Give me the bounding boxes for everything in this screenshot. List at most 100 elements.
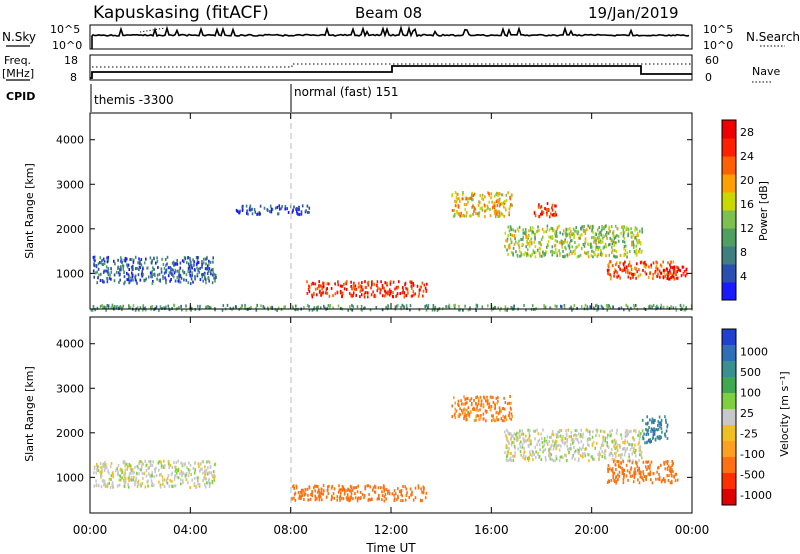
echo-cell: [614, 268, 616, 272]
echo-cell: [110, 461, 113, 465]
echo-cell: [208, 460, 211, 464]
echo-cell: [485, 399, 487, 403]
echo-cell: [671, 266, 674, 270]
echo-cell: [542, 211, 545, 214]
echo-cell: [601, 252, 604, 256]
echo-cell: [497, 399, 499, 403]
echo-cell: [656, 306, 658, 310]
echo-cell: [621, 472, 624, 476]
echo-cell: [364, 487, 366, 491]
echo-cell: [151, 282, 154, 285]
echo-cell: [135, 267, 137, 271]
echo-cell: [648, 438, 650, 442]
echo-cell: [297, 491, 300, 494]
echo-cell: [570, 230, 572, 234]
echo-cell: [681, 265, 684, 269]
echo-cell: [171, 466, 174, 469]
echo-cell: [525, 434, 527, 438]
echo-cell: [134, 278, 137, 282]
echo-cell: [271, 207, 274, 211]
echo-cell: [336, 495, 339, 499]
echo-cell: [554, 251, 556, 255]
echo-cell: [544, 252, 546, 256]
echo-cell: [463, 417, 465, 420]
echo-cell: [241, 205, 244, 209]
echo-cell: [473, 192, 476, 196]
echo-cell: [454, 401, 456, 405]
echo-cell: [108, 471, 110, 475]
echo-cell: [529, 429, 531, 433]
echo-cell: [187, 468, 190, 471]
echo-cell: [110, 478, 112, 481]
echo-cell: [151, 471, 153, 475]
echo-cell: [635, 454, 637, 458]
echo-cell: [676, 270, 678, 274]
echo-cell: [367, 484, 370, 488]
echo-cell: [477, 212, 479, 216]
echo-cell: [503, 407, 506, 411]
echo-cell: [400, 499, 402, 503]
echo-cell: [385, 305, 387, 309]
echo-cell: [350, 489, 352, 493]
echo-cell: [93, 255, 96, 259]
echo-cell: [655, 264, 658, 268]
echo-cell: [615, 479, 618, 483]
echo-cell: [523, 438, 525, 442]
echo-cell: [129, 478, 131, 481]
echo-cell: [193, 471, 196, 475]
echo-cell: [571, 251, 573, 255]
echo-cell: [644, 265, 647, 269]
echo-cell: [551, 249, 553, 253]
echo-cell: [629, 430, 631, 434]
echo-cell: [559, 455, 562, 459]
echo-cell: [119, 474, 122, 478]
echo-cell: [168, 484, 171, 488]
echo-cell: [193, 263, 195, 267]
echo-cell: [638, 238, 640, 242]
echo-cell: [104, 460, 106, 464]
echo-cell: [388, 288, 391, 292]
nsky-label: N.Sky: [2, 30, 36, 44]
echo-cell: [604, 436, 607, 440]
echo-cell: [585, 447, 587, 451]
echo-cell: [337, 283, 339, 287]
echo-cell: [659, 435, 662, 439]
echo-cell: [92, 255, 95, 259]
echo-cell: [683, 269, 686, 273]
echo-cell: [574, 248, 576, 252]
echo-cell: [543, 439, 546, 443]
echo-cell: [633, 438, 636, 441]
echo-cell: [667, 479, 670, 482]
echo-cell: [602, 429, 605, 433]
echo-cell: [652, 273, 654, 276]
echo-cell: [586, 252, 589, 256]
echo-cell: [542, 445, 544, 449]
nave-tick-bottom: 0: [705, 71, 712, 84]
echo-cell: [207, 264, 209, 268]
echo-cell: [626, 434, 628, 438]
echo-cell: [308, 206, 311, 210]
echo-cell: [554, 459, 556, 463]
echo-cell: [666, 277, 669, 280]
echo-cell: [671, 474, 673, 478]
echo-cell: [668, 306, 671, 310]
echo-cell: [190, 277, 193, 281]
echo-cell: [576, 245, 579, 249]
echo-cell: [657, 420, 660, 424]
echo-cell: [482, 412, 485, 416]
echo-cell: [356, 499, 359, 503]
echo-cell: [463, 414, 466, 418]
echo-cell: [595, 247, 597, 251]
echo-cell: [475, 402, 477, 406]
echo-cell: [465, 214, 467, 218]
echo-cell: [477, 414, 480, 418]
echo-cell: [538, 203, 540, 207]
echo-cell: [556, 235, 558, 238]
echo-cell: [330, 498, 333, 502]
echo-cell: [350, 285, 352, 288]
echo-cell: [543, 305, 546, 309]
beam-title: Beam 08: [355, 4, 422, 22]
echo-cell: [623, 472, 625, 476]
echo-cell: [670, 469, 673, 473]
